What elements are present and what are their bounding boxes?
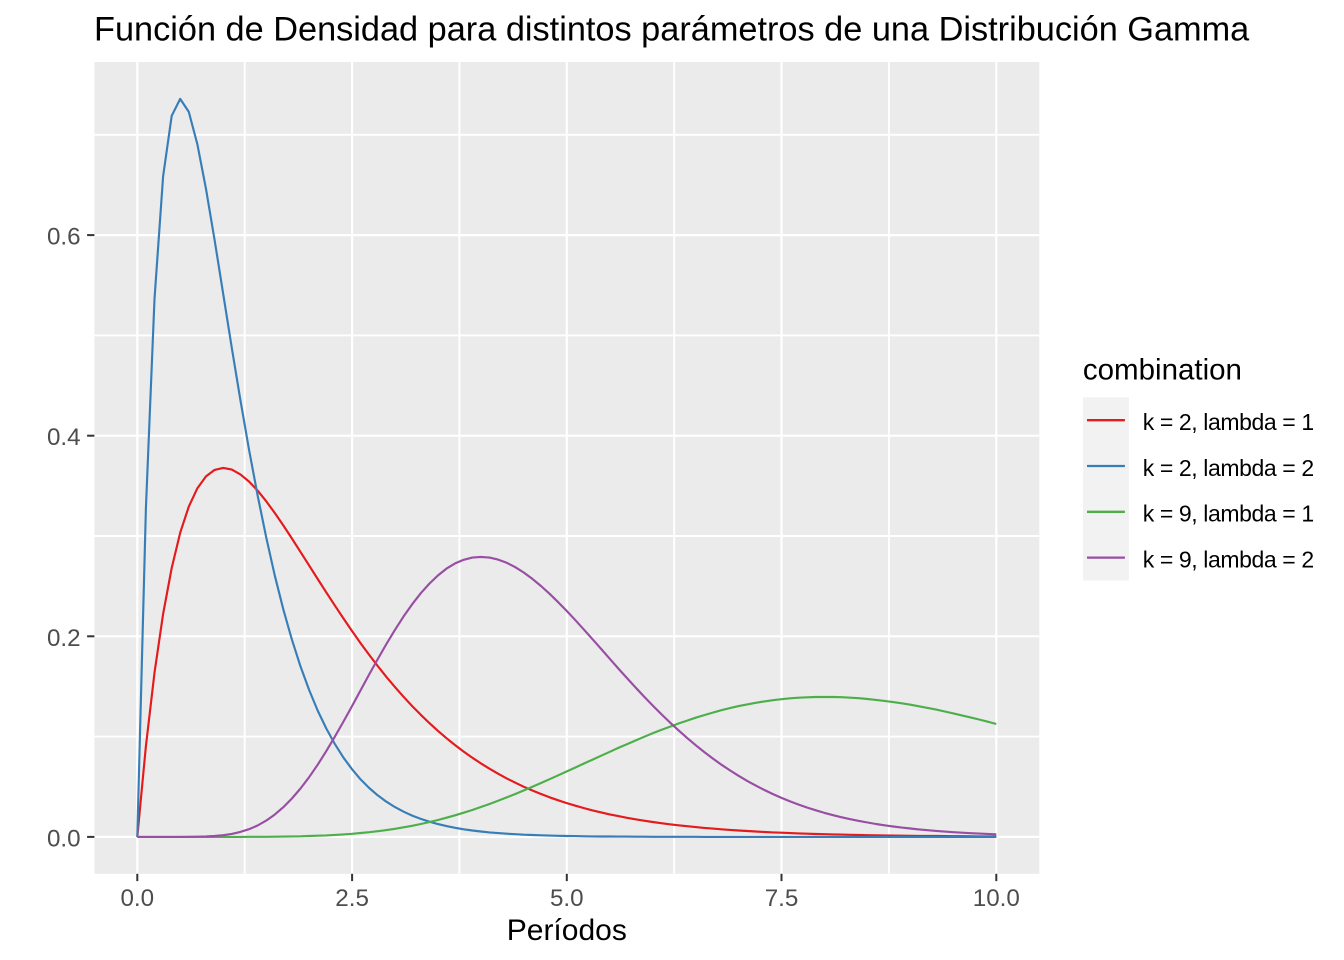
svg-text:2.5: 2.5 — [335, 885, 369, 912]
svg-text:7.5: 7.5 — [765, 885, 799, 912]
svg-text:k = 9, lambda = 1: k = 9, lambda = 1 — [1143, 501, 1314, 527]
svg-text:Función de Densidad para disti: Función de Densidad para distintos parám… — [94, 10, 1250, 48]
svg-text:0.6: 0.6 — [47, 224, 81, 251]
svg-text:0.0: 0.0 — [120, 885, 154, 912]
svg-text:0.0: 0.0 — [47, 825, 81, 852]
svg-text:k = 9, lambda = 2: k = 9, lambda = 2 — [1143, 547, 1314, 573]
svg-text:k = 2, lambda = 2: k = 2, lambda = 2 — [1143, 455, 1314, 481]
svg-text:5.0: 5.0 — [550, 885, 584, 912]
svg-text:Períodos: Períodos — [507, 914, 627, 947]
svg-text:combination: combination — [1083, 354, 1242, 387]
svg-text:0.4: 0.4 — [47, 424, 81, 451]
svg-text:10.0: 10.0 — [973, 885, 1020, 912]
svg-text:0.2: 0.2 — [47, 625, 81, 652]
svg-text:k = 2, lambda = 1: k = 2, lambda = 1 — [1143, 409, 1314, 435]
